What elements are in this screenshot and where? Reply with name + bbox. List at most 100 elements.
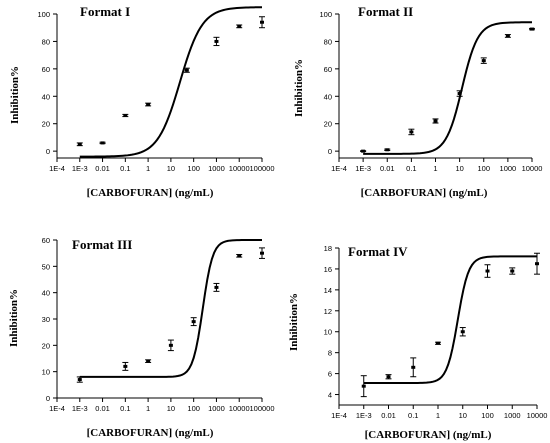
y-tick-label: 60: [324, 65, 332, 74]
x-tick-label: 1E-4: [331, 164, 347, 173]
y-tick-label: 0: [328, 147, 332, 156]
x-tick-label: 1: [146, 404, 150, 413]
point-marker: [385, 148, 390, 152]
data-point: [410, 357, 417, 378]
panel-title: Format I: [80, 4, 130, 19]
point-marker: [530, 27, 534, 31]
x-tick-label: 100: [477, 164, 490, 173]
x-tick-label: 1000: [504, 411, 521, 420]
data-point: [384, 148, 391, 152]
point-marker: [146, 103, 151, 107]
y-tick-label: 20: [42, 120, 50, 129]
x-tick-label: 1E-3: [356, 411, 372, 420]
x-axis-title: [CARBOFURAN] (ng/mL): [365, 429, 492, 441]
panel-format-ii: Format II Inhibition% [CARBOFURAN] (ng/m…: [293, 4, 542, 199]
y-tick-label: 18: [324, 244, 332, 253]
data-point: [360, 375, 367, 398]
y-axis-title: Inhibition%: [288, 293, 300, 351]
data-point: [432, 118, 439, 124]
y-tick-label: 100: [319, 10, 332, 19]
panel-format-iii: Format III Inhibition% [CARBOFURAN] (ng/…: [8, 236, 275, 439]
data-point: [183, 67, 190, 73]
x-tick-label: 1E-4: [49, 164, 65, 173]
point-marker: [485, 269, 490, 273]
point-marker: [510, 269, 515, 273]
y-tick-label: 6: [328, 370, 332, 379]
x-tick-label: 0.1: [120, 164, 130, 173]
y-axis-title: Inhibition%: [293, 59, 305, 117]
data-point: [122, 361, 129, 371]
y-tick-label: 40: [42, 289, 50, 298]
x-tick-label: 10000: [229, 164, 250, 173]
point-marker: [214, 285, 219, 289]
y-tick-label: 16: [324, 265, 332, 274]
data-point: [236, 24, 243, 29]
panel-format-iv: Format IV Inhibition% [CARBOFURAN] (ng/m…: [288, 244, 547, 441]
point-marker: [361, 149, 366, 153]
point-marker: [260, 20, 264, 24]
y-tick-label: 12: [324, 307, 332, 316]
y-tick-label: 40: [324, 92, 332, 101]
panel-format-i: Format I Inhibition% [CARBOFURAN] (ng/mL…: [9, 4, 275, 199]
data-point: [480, 57, 487, 64]
x-tick-label: 100: [481, 411, 494, 420]
x-tick-label: 1E-4: [331, 411, 347, 420]
data-point: [459, 327, 466, 337]
data-point: [99, 141, 106, 145]
data-point: [504, 34, 511, 38]
y-axis-title: Inhibition%: [8, 289, 20, 347]
x-tick-label: 10: [167, 404, 175, 413]
point-marker: [191, 320, 196, 324]
point-marker: [214, 39, 219, 43]
x-tick-label: 1: [433, 164, 437, 173]
y-axis-title: Inhibition%: [9, 66, 21, 124]
y-tick-label: 14: [324, 286, 332, 295]
point-marker: [146, 359, 151, 363]
x-tick-label: 0.01: [380, 164, 395, 173]
data-point: [236, 253, 243, 258]
point-marker: [433, 119, 438, 123]
x-tick-label: 10: [459, 411, 467, 420]
data-point: [145, 102, 152, 107]
x-tick-label: 100000: [249, 164, 274, 173]
y-tick-label: 10: [42, 368, 50, 377]
x-axis-title: [CARBOFURAN] (ng/mL): [87, 427, 214, 439]
point-marker: [123, 113, 128, 117]
point-marker: [436, 341, 440, 345]
x-tick-label: 1000: [208, 164, 225, 173]
point-marker: [184, 68, 189, 72]
point-marker: [168, 343, 173, 347]
y-tick-label: 0: [46, 394, 50, 403]
point-marker: [505, 34, 510, 38]
x-tick-label: 1E-3: [72, 164, 88, 173]
point-marker: [386, 375, 391, 379]
data-point: [435, 341, 441, 345]
data-point: [484, 264, 491, 278]
y-tick-label: 30: [42, 315, 50, 324]
data-point: [529, 27, 535, 31]
y-tick-label: 60: [42, 236, 50, 245]
x-axis-title: [CARBOFURAN] (ng/mL): [87, 187, 214, 199]
x-tick-label: 1E-3: [72, 404, 88, 413]
panel-title: Format II: [358, 4, 413, 19]
fit-curve: [363, 21, 532, 155]
x-tick-label: 1E-4: [49, 404, 65, 413]
point-marker: [123, 364, 128, 368]
x-tick-label: 1000: [208, 404, 225, 413]
y-tick-label: 40: [42, 92, 50, 101]
point-marker: [409, 130, 414, 134]
x-tick-label: 100: [187, 404, 200, 413]
data-point: [76, 376, 83, 383]
x-axis-title: [CARBOFURAN] (ng/mL): [361, 187, 488, 199]
x-tick-label: 0.01: [95, 404, 110, 413]
point-marker: [457, 92, 462, 96]
point-marker: [411, 365, 416, 369]
x-tick-label: 10: [455, 164, 463, 173]
point-marker: [77, 378, 82, 382]
y-tick-label: 10: [324, 328, 332, 337]
y-tick-label: 20: [42, 341, 50, 350]
y-tick-label: 4: [328, 391, 332, 400]
data-point: [509, 267, 516, 275]
x-tick-label: 0.1: [120, 404, 130, 413]
